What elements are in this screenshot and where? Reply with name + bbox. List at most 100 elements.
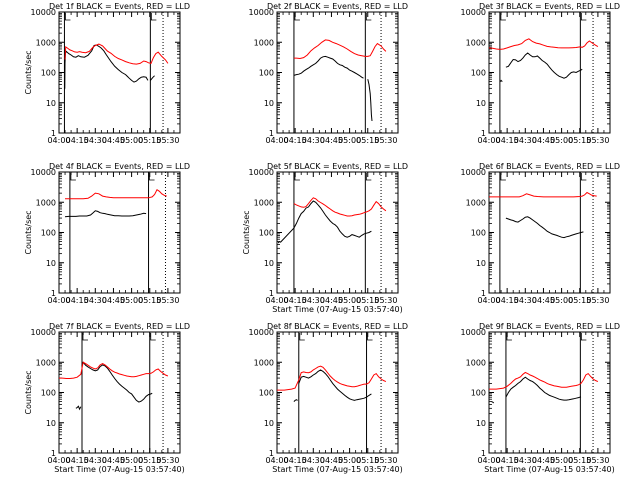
y-tick-label: 1 bbox=[269, 449, 274, 458]
x-tick-label: 04:45 bbox=[102, 136, 125, 145]
y-tick-label: 100 bbox=[259, 389, 274, 398]
events-series-line bbox=[491, 401, 495, 404]
y-tick-label: 1000 bbox=[36, 38, 56, 47]
marker-bracket bbox=[150, 13, 157, 21]
plot-frame bbox=[58, 11, 181, 134]
y-tick-label: 10 bbox=[46, 259, 56, 268]
x-tick-label: 05:00 bbox=[120, 456, 143, 465]
x-tick-label: 04:15 bbox=[496, 296, 519, 305]
x-tick-label: 05:00 bbox=[338, 296, 361, 305]
plot-title: Det 8f BLACK = Events, RED = LLD bbox=[267, 322, 408, 331]
x-tick-label: 05:15 bbox=[568, 296, 591, 305]
y-tick-label: 10000 bbox=[461, 168, 486, 177]
x-tick-label: 05:15 bbox=[138, 296, 161, 305]
lld-series-line bbox=[59, 361, 169, 379]
events-series-line bbox=[64, 44, 149, 90]
marker-bracket bbox=[365, 173, 372, 181]
lld-series-line bbox=[64, 43, 169, 65]
x-tick-label: 04:30 bbox=[514, 456, 537, 465]
x-axis-label: Start Time (07-Aug-15 03:57:40) bbox=[272, 465, 403, 474]
marker-bracket bbox=[580, 173, 587, 181]
x-tick-label: 04:30 bbox=[302, 136, 325, 145]
x-tick-label: 05:00 bbox=[120, 136, 143, 145]
marker-bracket bbox=[149, 173, 155, 181]
plot-frame bbox=[276, 11, 399, 134]
y-tick-label: 1 bbox=[481, 129, 486, 138]
marker-bracket bbox=[150, 333, 156, 341]
y-tick-label: 10 bbox=[476, 259, 486, 268]
x-tick-label: 05:00 bbox=[550, 456, 573, 465]
x-tick-label: 05:15 bbox=[356, 456, 379, 465]
x-tick-label: 05:30 bbox=[156, 296, 179, 305]
y-tick-label: 1000 bbox=[36, 198, 56, 207]
marker-bracket bbox=[500, 173, 506, 181]
y-tick-label: 100 bbox=[259, 69, 274, 78]
marker-bracket bbox=[506, 333, 512, 341]
plot-frame bbox=[58, 331, 181, 454]
marker-bracket bbox=[500, 13, 506, 21]
y-tick-label: 100 bbox=[259, 229, 274, 238]
y-tick-label: 1 bbox=[51, 289, 56, 298]
y-axis-label: Counts/sec bbox=[24, 210, 33, 254]
x-tick-label: 05:30 bbox=[374, 296, 397, 305]
x-tick-label: 04:00 bbox=[265, 136, 288, 145]
x-tick-label: 05:30 bbox=[156, 136, 179, 145]
events-series-line bbox=[293, 55, 364, 79]
x-tick-label: 04:45 bbox=[102, 456, 125, 465]
y-tick-label: 100 bbox=[471, 69, 486, 78]
plot-frame bbox=[488, 331, 611, 454]
x-tick-label: 05:15 bbox=[356, 136, 379, 145]
lld-series-line bbox=[489, 371, 599, 390]
lld-series-line bbox=[489, 191, 597, 198]
y-tick-label: 1000 bbox=[466, 358, 486, 367]
events-series-line bbox=[82, 361, 153, 403]
events-series-line bbox=[505, 52, 583, 79]
y-tick-label: 10000 bbox=[249, 8, 274, 17]
x-tick-label: 05:30 bbox=[374, 136, 397, 145]
y-tick-label: 1000 bbox=[254, 38, 274, 47]
events-series-line bbox=[277, 200, 372, 244]
x-tick-label: 04:45 bbox=[532, 296, 555, 305]
x-tick-label: 04:15 bbox=[66, 136, 89, 145]
lld-series-line bbox=[65, 188, 167, 200]
y-tick-label: 10 bbox=[476, 419, 486, 428]
x-tick-label: 05:15 bbox=[138, 136, 161, 145]
x-tick-label: 04:00 bbox=[477, 296, 500, 305]
y-axis-label: Counts/sec bbox=[24, 370, 33, 414]
plot-title: Det 4f BLACK = Events, RED = LLD bbox=[49, 162, 190, 171]
x-tick-label: 04:00 bbox=[47, 136, 70, 145]
plot-title: Det 7f BLACK = Events, RED = LLD bbox=[49, 322, 190, 331]
y-tick-label: 10 bbox=[264, 259, 274, 268]
x-tick-label: 05:15 bbox=[568, 456, 591, 465]
y-tick-label: 1000 bbox=[254, 358, 274, 367]
x-tick-label: 04:00 bbox=[265, 456, 288, 465]
y-tick-label: 1000 bbox=[254, 198, 274, 207]
events-series-line bbox=[150, 75, 155, 81]
marker-bracket bbox=[580, 333, 587, 341]
x-tick-label: 04:15 bbox=[284, 456, 307, 465]
marker-bracket bbox=[294, 13, 300, 21]
plot-frame bbox=[276, 331, 399, 454]
y-tick-label: 1 bbox=[269, 129, 274, 138]
x-axis-label: Start Time (07-Aug-15 03:57:40) bbox=[54, 465, 185, 474]
x-tick-label: 05:15 bbox=[568, 136, 591, 145]
y-tick-label: 10000 bbox=[31, 328, 56, 337]
events-series-line bbox=[64, 210, 147, 218]
marker-bracket bbox=[82, 333, 88, 341]
x-tick-label: 04:15 bbox=[496, 456, 519, 465]
x-tick-label: 04:15 bbox=[284, 136, 307, 145]
lld-series-line bbox=[277, 365, 387, 391]
y-tick-label: 1000 bbox=[466, 38, 486, 47]
x-tick-label: 04:15 bbox=[496, 136, 519, 145]
x-tick-label: 04:45 bbox=[320, 296, 343, 305]
y-tick-label: 10000 bbox=[249, 168, 274, 177]
y-tick-label: 10000 bbox=[31, 8, 56, 17]
x-tick-label: 04:30 bbox=[514, 296, 537, 305]
x-axis-label: Start Time (07-Aug-15 03:57:40) bbox=[272, 305, 403, 314]
y-tick-label: 100 bbox=[41, 69, 56, 78]
plot-title: Det 2f BLACK = Events, RED = LLD bbox=[267, 2, 408, 11]
x-tick-label: 04:45 bbox=[532, 456, 555, 465]
plot-title: Det 1f BLACK = Events, RED = LLD bbox=[49, 2, 190, 11]
y-axis-label: Counts/sec bbox=[242, 210, 251, 254]
events-series-line bbox=[293, 399, 298, 402]
